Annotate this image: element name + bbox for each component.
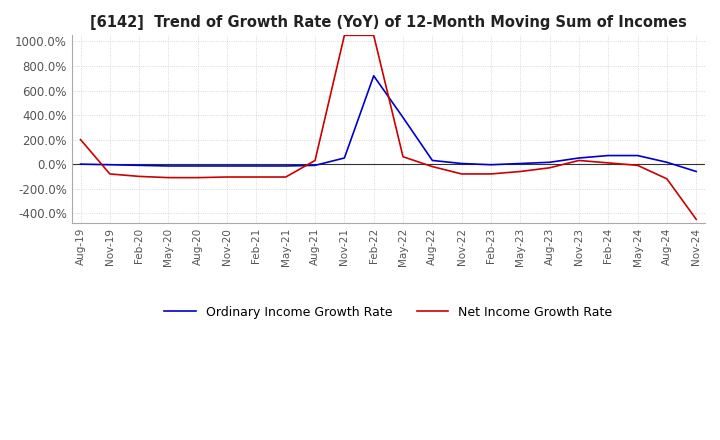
Ordinary Income Growth Rate xyxy=(634,153,642,158)
Ordinary Income Growth Rate xyxy=(692,169,701,174)
Net Income Growth Rate xyxy=(106,171,114,176)
Net Income Growth Rate xyxy=(311,158,320,163)
Ordinary Income Growth Rate xyxy=(516,161,525,166)
Ordinary Income Growth Rate xyxy=(487,162,495,167)
Line: Net Income Growth Rate: Net Income Growth Rate xyxy=(81,35,696,219)
Net Income Growth Rate xyxy=(516,169,525,174)
Net Income Growth Rate xyxy=(194,175,202,180)
Net Income Growth Rate xyxy=(692,216,701,222)
Net Income Growth Rate xyxy=(545,165,554,170)
Net Income Growth Rate xyxy=(340,33,348,38)
Ordinary Income Growth Rate xyxy=(164,163,173,169)
Net Income Growth Rate xyxy=(282,174,290,180)
Ordinary Income Growth Rate xyxy=(399,115,408,120)
Title: [6142]  Trend of Growth Rate (YoY) of 12-Month Moving Sum of Incomes: [6142] Trend of Growth Rate (YoY) of 12-… xyxy=(90,15,687,30)
Ordinary Income Growth Rate xyxy=(604,153,613,158)
Net Income Growth Rate xyxy=(604,160,613,165)
Ordinary Income Growth Rate xyxy=(428,158,436,163)
Net Income Growth Rate xyxy=(222,174,231,180)
Net Income Growth Rate xyxy=(487,171,495,176)
Ordinary Income Growth Rate xyxy=(311,163,320,168)
Ordinary Income Growth Rate xyxy=(369,73,378,78)
Ordinary Income Growth Rate xyxy=(106,162,114,167)
Ordinary Income Growth Rate xyxy=(76,161,85,167)
Net Income Growth Rate xyxy=(76,137,85,142)
Net Income Growth Rate xyxy=(399,154,408,159)
Ordinary Income Growth Rate xyxy=(457,161,466,166)
Ordinary Income Growth Rate xyxy=(252,163,261,169)
Net Income Growth Rate xyxy=(634,163,642,168)
Net Income Growth Rate xyxy=(252,174,261,180)
Ordinary Income Growth Rate xyxy=(575,155,583,161)
Net Income Growth Rate xyxy=(428,164,436,169)
Ordinary Income Growth Rate xyxy=(340,155,348,161)
Ordinary Income Growth Rate xyxy=(135,163,143,168)
Net Income Growth Rate xyxy=(662,176,671,181)
Net Income Growth Rate xyxy=(575,158,583,163)
Legend: Ordinary Income Growth Rate, Net Income Growth Rate: Ordinary Income Growth Rate, Net Income … xyxy=(159,301,618,323)
Ordinary Income Growth Rate xyxy=(662,160,671,165)
Ordinary Income Growth Rate xyxy=(282,163,290,169)
Ordinary Income Growth Rate xyxy=(222,163,231,169)
Ordinary Income Growth Rate xyxy=(194,163,202,169)
Ordinary Income Growth Rate xyxy=(545,160,554,165)
Net Income Growth Rate xyxy=(457,171,466,176)
Net Income Growth Rate xyxy=(135,174,143,179)
Line: Ordinary Income Growth Rate: Ordinary Income Growth Rate xyxy=(81,76,696,172)
Net Income Growth Rate xyxy=(164,175,173,180)
Net Income Growth Rate xyxy=(369,33,378,38)
